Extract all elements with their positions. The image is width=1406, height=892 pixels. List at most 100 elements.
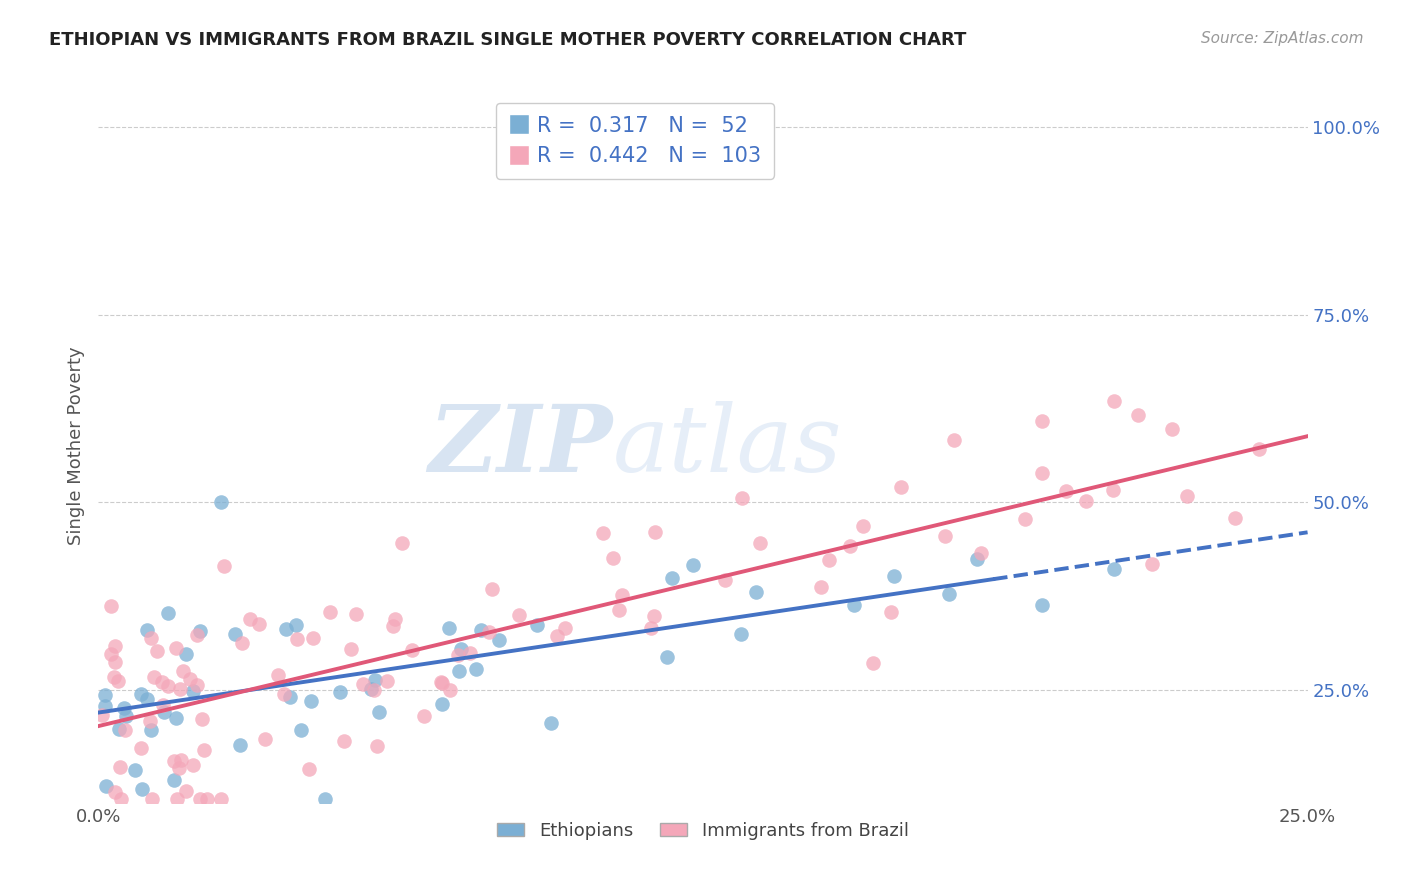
- Y-axis label: Single Mother Poverty: Single Mother Poverty: [66, 347, 84, 545]
- Point: [273, 687, 295, 701]
- Point: [319, 605, 342, 619]
- Point: [112, 701, 135, 715]
- Point: [458, 646, 481, 660]
- Point: [401, 642, 423, 657]
- Point: [104, 656, 127, 670]
- Point: [94, 688, 117, 702]
- Point: [640, 621, 662, 635]
- Point: [254, 732, 277, 747]
- Point: [209, 792, 232, 806]
- Point: [165, 711, 187, 725]
- Point: [602, 550, 624, 565]
- Point: [1102, 483, 1125, 498]
- Point: [488, 633, 510, 648]
- Point: [108, 722, 131, 736]
- Point: [170, 753, 193, 767]
- Legend: Ethiopians, Immigrants from Brazil: Ethiopians, Immigrants from Brazil: [491, 815, 915, 847]
- Point: [176, 647, 198, 661]
- Point: [412, 708, 434, 723]
- Point: [114, 723, 136, 737]
- Point: [1054, 483, 1077, 498]
- Point: [176, 784, 198, 798]
- Point: [298, 762, 321, 776]
- Point: [172, 665, 194, 679]
- Point: [186, 678, 208, 692]
- Point: [364, 673, 387, 687]
- Point: [100, 647, 122, 661]
- Point: [139, 631, 162, 645]
- Point: [104, 639, 127, 653]
- Point: [1014, 512, 1036, 526]
- Point: [131, 781, 153, 796]
- Point: [478, 625, 501, 640]
- Point: [181, 758, 204, 772]
- Point: [340, 642, 363, 657]
- Point: [1031, 598, 1053, 612]
- Point: [193, 743, 215, 757]
- Point: [150, 674, 173, 689]
- Point: [231, 636, 253, 650]
- Point: [730, 627, 752, 641]
- Point: [360, 681, 382, 696]
- Point: [169, 681, 191, 696]
- Point: [880, 605, 903, 619]
- Point: [167, 761, 190, 775]
- Point: [447, 648, 470, 662]
- Point: [450, 642, 472, 657]
- Point: [152, 698, 174, 712]
- Point: [368, 705, 391, 719]
- Point: [643, 609, 665, 624]
- Point: [682, 558, 704, 573]
- Point: [1140, 557, 1163, 571]
- Point: [197, 792, 219, 806]
- Point: [966, 551, 988, 566]
- Point: [1128, 408, 1150, 422]
- Point: [153, 705, 176, 719]
- Point: [103, 670, 125, 684]
- Point: [139, 723, 162, 738]
- Point: [302, 631, 325, 645]
- Point: [938, 587, 960, 601]
- Point: [970, 546, 993, 560]
- Point: [90, 707, 112, 722]
- Point: [432, 675, 454, 690]
- Point: [391, 536, 413, 550]
- Point: [862, 656, 884, 670]
- Point: [883, 569, 905, 583]
- Point: [188, 624, 211, 639]
- Point: [481, 582, 503, 597]
- Point: [139, 714, 162, 728]
- Point: [104, 785, 127, 799]
- Text: ZIP: ZIP: [427, 401, 613, 491]
- Point: [141, 792, 163, 806]
- Point: [449, 664, 471, 678]
- Text: Source: ZipAtlas.com: Source: ZipAtlas.com: [1201, 31, 1364, 46]
- Point: [181, 684, 204, 698]
- Point: [165, 641, 187, 656]
- Point: [333, 734, 356, 748]
- Point: [135, 691, 157, 706]
- Point: [748, 536, 770, 550]
- Point: [129, 741, 152, 756]
- Point: [129, 687, 152, 701]
- Point: [1175, 489, 1198, 503]
- Point: [108, 760, 131, 774]
- Point: [1031, 466, 1053, 480]
- Point: [239, 612, 262, 626]
- Point: [299, 694, 322, 708]
- Point: [110, 792, 132, 806]
- Point: [838, 539, 860, 553]
- Point: [143, 670, 166, 684]
- Point: [285, 632, 308, 647]
- Point: [224, 627, 246, 641]
- Point: [644, 524, 666, 539]
- Point: [439, 683, 461, 698]
- Point: [156, 679, 179, 693]
- Point: [934, 529, 956, 543]
- Point: [465, 662, 488, 676]
- Point: [607, 603, 630, 617]
- Point: [713, 573, 735, 587]
- Point: [135, 624, 157, 638]
- Point: [100, 599, 122, 613]
- Point: [540, 716, 562, 731]
